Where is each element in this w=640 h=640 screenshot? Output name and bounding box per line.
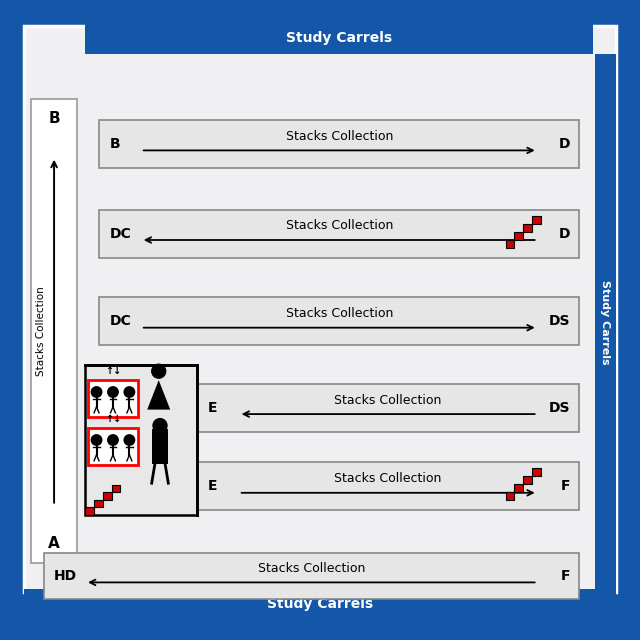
Bar [197,462,579,511]
Bar [515,484,524,493]
Circle shape [107,386,119,398]
Circle shape [107,434,119,446]
Bar [532,216,541,223]
Bar [94,500,103,507]
Text: F: F [561,479,570,493]
Bar [85,507,94,515]
Text: DC: DC [109,227,131,241]
Text: Stacks Collection: Stacks Collection [36,286,46,376]
Bar [111,484,120,492]
Bar [99,210,579,257]
Bar [99,297,579,345]
Text: B: B [48,111,60,126]
Bar [152,429,168,464]
Bar [85,22,593,54]
Bar [24,589,616,620]
Bar [88,428,138,465]
Polygon shape [147,380,170,410]
Text: D: D [559,137,570,151]
Bar [88,380,138,417]
Text: Study Carrels: Study Carrels [600,280,611,364]
Bar [532,468,541,476]
Text: E: E [207,401,217,415]
Bar [102,492,111,500]
Bar [506,240,515,248]
Bar [197,383,579,431]
Bar [99,120,579,168]
Bar [524,476,532,484]
Text: ↑↓: ↑↓ [105,365,121,376]
Circle shape [124,386,135,398]
Text: F: F [561,569,570,583]
Circle shape [152,418,168,433]
Text: Stacks Collection: Stacks Collection [335,394,442,406]
Bar [506,493,515,500]
Text: Stacks Collection: Stacks Collection [285,130,393,143]
Text: A: A [48,536,60,552]
Text: Study Carrels: Study Carrels [267,597,373,611]
Text: E: E [207,479,217,493]
Text: DS: DS [548,401,570,415]
Text: B: B [109,137,120,151]
Bar [31,99,77,563]
Text: DC: DC [109,314,131,328]
Bar [24,26,616,592]
Text: DS: DS [548,314,570,328]
Text: ↑↓: ↑↓ [105,413,121,424]
Bar [85,365,197,515]
Circle shape [91,386,102,398]
Text: HD: HD [54,569,77,583]
Text: D: D [559,227,570,241]
Text: Stacks Collection: Stacks Collection [285,307,393,320]
Text: Stacks Collection: Stacks Collection [258,562,365,575]
Circle shape [151,364,166,379]
Text: Study Carrels: Study Carrels [286,31,392,45]
Bar [595,54,616,589]
Bar [515,232,524,240]
Text: Stacks Collection: Stacks Collection [285,220,393,232]
Text: Stacks Collection: Stacks Collection [335,472,442,485]
Circle shape [124,434,135,446]
Bar [524,224,532,232]
Bar [44,553,579,599]
Circle shape [91,434,102,446]
